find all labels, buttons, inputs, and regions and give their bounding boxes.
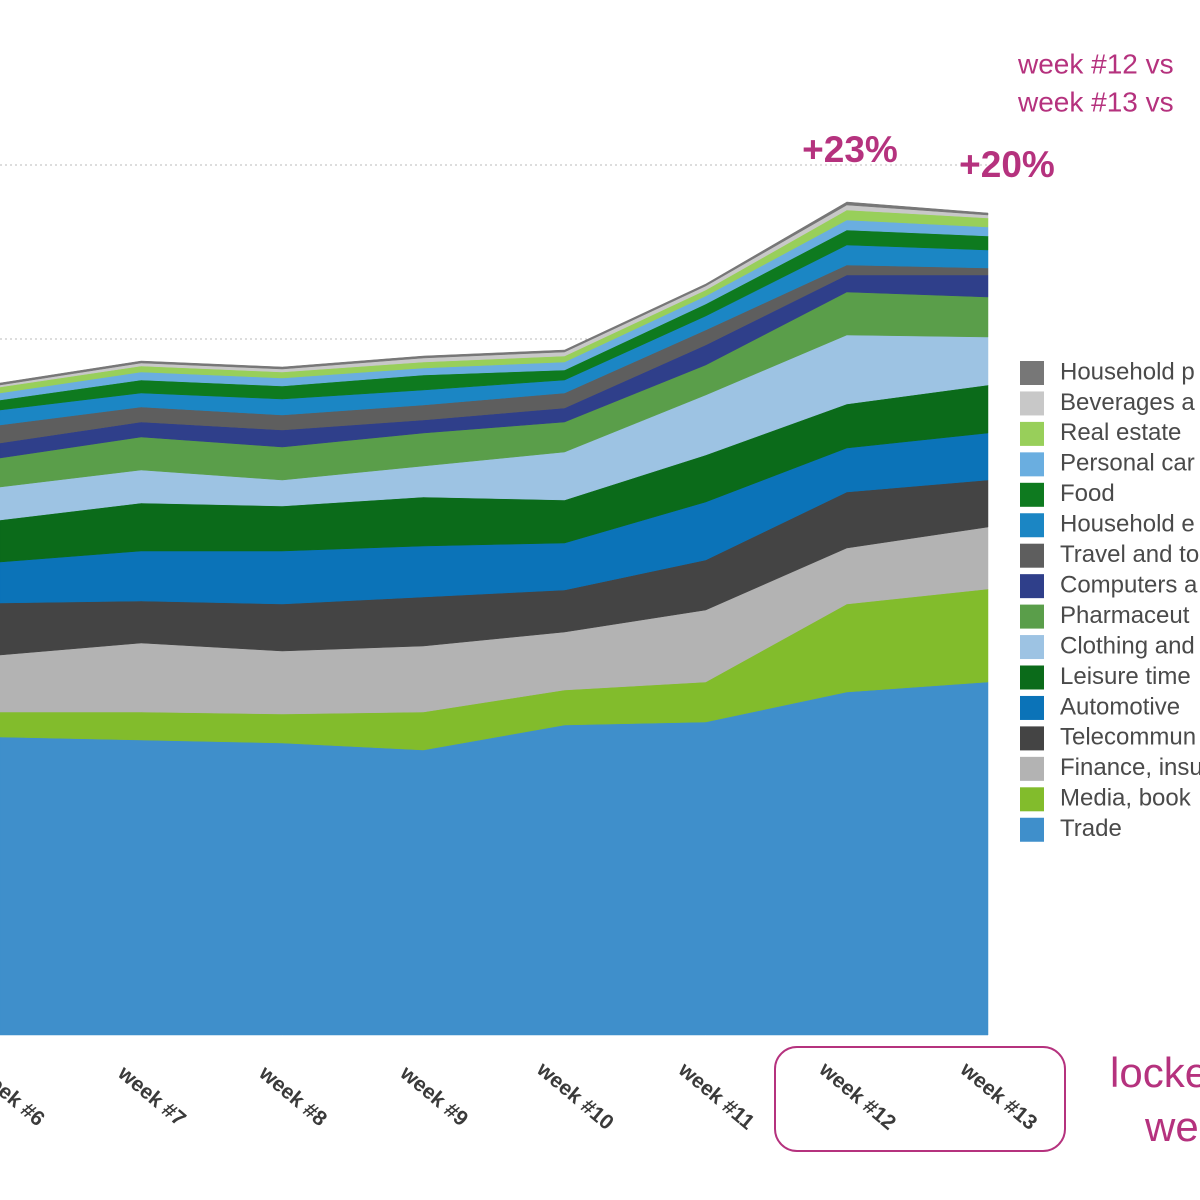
legend-label: Telecommun xyxy=(1060,724,1196,751)
legend-label: Clothing and xyxy=(1060,632,1195,659)
legend-swatch xyxy=(1020,817,1044,842)
legend-label: Automotive xyxy=(1060,693,1180,720)
legend-swatch xyxy=(1020,726,1044,751)
legend-label: Computers a xyxy=(1060,571,1198,598)
annotation: +20% xyxy=(959,144,1055,185)
legend-label: Leisure time xyxy=(1060,663,1191,690)
legend-swatch xyxy=(1020,513,1044,538)
legend-swatch xyxy=(1020,695,1044,720)
x-tick-label: week #9 xyxy=(395,1061,472,1131)
legend-swatch xyxy=(1020,756,1044,781)
legend-swatch xyxy=(1020,604,1044,629)
annotation: week #12 vs xyxy=(1017,48,1174,79)
legend-swatch xyxy=(1020,421,1044,446)
legend-label: Travel and to xyxy=(1060,541,1199,568)
legend-swatch xyxy=(1020,543,1044,568)
legend-label: Real estate xyxy=(1060,419,1181,446)
legend-label: Finance, insu xyxy=(1060,754,1200,781)
legend-swatch xyxy=(1020,635,1044,660)
legend-swatch xyxy=(1020,482,1044,507)
legend-label: Food xyxy=(1060,480,1115,507)
x-tick-label: week #11 xyxy=(673,1058,759,1135)
legend-swatch xyxy=(1020,452,1044,477)
legend-swatch xyxy=(1020,574,1044,599)
legend-swatch xyxy=(1020,665,1044,690)
legend-label: Media, book xyxy=(1060,785,1192,812)
annotation: week #13 vs xyxy=(1017,86,1174,117)
x-tick-label: week #7 xyxy=(113,1061,190,1131)
legend-swatch xyxy=(1020,361,1044,385)
highlight-box xyxy=(774,1046,1066,1152)
annotation: locke xyxy=(1110,1049,1200,1096)
annotation: +23% xyxy=(802,129,898,170)
x-tick-label: week #10 xyxy=(532,1057,618,1135)
legend-label: Personal car xyxy=(1060,450,1195,477)
x-tick-label: week #8 xyxy=(254,1061,332,1131)
areas xyxy=(0,201,989,1036)
x-tick-label: week #13 xyxy=(955,1057,1041,1135)
legend-swatch xyxy=(1020,787,1044,812)
legend-label: Beverages a xyxy=(1060,389,1195,416)
legend-label: Trade xyxy=(1060,815,1122,842)
legend-label: Household p xyxy=(1060,358,1195,385)
x-tick-label: week #12 xyxy=(814,1057,900,1135)
legend-swatch xyxy=(1020,391,1044,416)
area xyxy=(0,201,989,386)
x-tick-label: week #6 xyxy=(0,1061,49,1131)
annotation: we xyxy=(1144,1103,1199,1150)
legend-label: Household e xyxy=(1060,511,1195,538)
legend-label: Pharmaceut xyxy=(1060,602,1190,629)
